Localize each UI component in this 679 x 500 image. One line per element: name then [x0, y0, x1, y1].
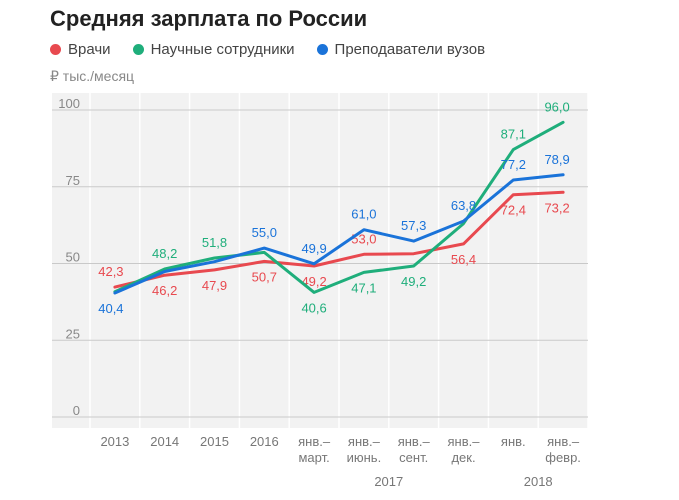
x-tick-label: март.	[298, 450, 329, 465]
legend-label-scientists: Научные сотрудники	[150, 41, 295, 58]
data-label: 48,2	[152, 246, 177, 261]
series-line-2	[113, 173, 565, 295]
y-tick-label: 0	[73, 403, 80, 418]
x-tick-label: янв.–	[348, 434, 381, 449]
data-label: 47,1	[351, 280, 376, 295]
data-label: 40,6	[301, 300, 326, 315]
data-label: 56,4	[451, 252, 476, 267]
data-label: 53,0	[351, 231, 376, 246]
x-tick-label: янв.–	[398, 434, 431, 449]
series-line-1	[113, 120, 565, 294]
x-tick-label: сент.	[399, 450, 428, 465]
legend-dot-scientists	[132, 44, 144, 55]
data-label: 61,0	[351, 207, 376, 222]
data-label: 57,3	[401, 218, 426, 233]
data-label: 42,3	[98, 264, 123, 279]
legend-item-lecturers: Преподаватели вузов	[316, 41, 486, 58]
legend-dot-doctors	[50, 44, 61, 55]
series-line-0	[113, 190, 565, 289]
legend-item-scientists: Научные сотрудники	[132, 41, 295, 58]
x-tick-label: 2016	[250, 434, 279, 449]
data-label: 51,8	[202, 235, 227, 250]
data-label: 47,9	[202, 278, 227, 293]
legend-label-lecturers: Преподаватели вузов	[334, 41, 486, 58]
unit-label: ₽ тыс./месяц	[50, 68, 135, 84]
data-label: 73,2	[544, 200, 569, 215]
legend-item-doctors: Врачи	[50, 41, 111, 58]
x-tick-label: 2015	[200, 434, 229, 449]
y-tick-label: 100	[58, 96, 80, 111]
x-tick-label: 2013	[100, 434, 129, 449]
legend-label-doctors: Врачи	[68, 41, 111, 58]
legend: Врачи Научные сотрудники Преподаватели в…	[50, 41, 507, 58]
year-group-label: 2017	[374, 474, 403, 489]
year-group-label: 2018	[524, 474, 553, 489]
y-tick-label: 25	[66, 326, 80, 341]
data-label: 77,2	[501, 157, 526, 172]
x-tick-label: янв.–	[547, 434, 580, 449]
x-tick-label: июнь.	[347, 450, 382, 465]
data-label: 49,2	[401, 274, 426, 289]
x-tick-label: дек.	[451, 450, 475, 465]
data-label: 78,9	[544, 152, 569, 167]
x-tick-label: янв.–	[448, 434, 481, 449]
data-label: 63,8	[451, 198, 476, 213]
x-tick-label: 2014	[150, 434, 179, 449]
data-label: 72,4	[501, 203, 526, 218]
x-tick-label: янв.	[501, 434, 526, 449]
data-label: 50,7	[252, 269, 277, 284]
data-label: 46,2	[152, 283, 177, 298]
data-label: 49,9	[301, 241, 326, 256]
y-tick-label: 50	[66, 250, 80, 265]
x-tick-label: февр.	[545, 450, 581, 465]
x-tick-label: янв.–	[298, 434, 331, 449]
data-label: 87,1	[501, 127, 526, 142]
data-label: 49,2	[301, 274, 326, 289]
legend-dot-lecturers	[316, 44, 328, 55]
data-label: 40,4	[98, 301, 123, 316]
chart-title: Средняя зарплата по России	[50, 6, 368, 31]
y-tick-label: 75	[66, 173, 80, 188]
data-label: 96,0	[544, 99, 569, 114]
data-label: 55,0	[252, 225, 277, 240]
